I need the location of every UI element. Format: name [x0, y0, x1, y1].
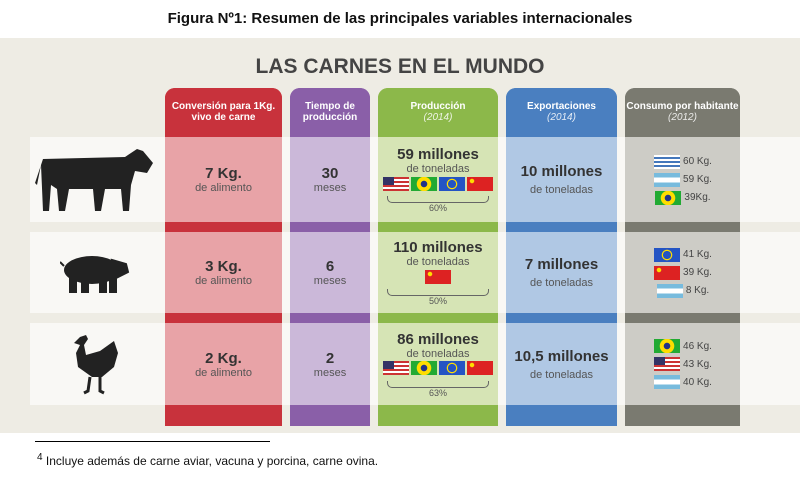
cell-bg [290, 232, 370, 313]
cow-icon [30, 137, 160, 222]
cell-exportaciones: 10,5 millones de toneladas [514, 347, 609, 381]
flag-ar-icon [656, 283, 683, 298]
cell-bg [290, 323, 370, 405]
cell-bg [165, 232, 282, 313]
brace [387, 196, 489, 203]
consumption-item: 39 Kg. [653, 265, 712, 280]
consumption-item: 41 Kg. [653, 247, 712, 262]
consumption-item: 43 Kg. [653, 357, 712, 371]
cell-bg [165, 323, 282, 405]
flag-br-icon [411, 176, 437, 191]
brace [387, 289, 489, 296]
header-tiempo: Tiempo de producción [290, 88, 370, 136]
flag-eu-icon [654, 247, 681, 262]
figure-title: Figura Nº1: Resumen de las principales v… [167, 10, 633, 27]
consumption-item: 8 Kg. [656, 283, 709, 298]
cell-bg [290, 137, 370, 222]
cell-exportaciones: 10 millones de toneladas [520, 163, 603, 196]
flag-cn-icon [425, 269, 451, 284]
cell-tiempo: 30 meses [313, 165, 347, 194]
cell-bg [625, 323, 740, 405]
flag-us-icon [383, 176, 409, 191]
consumption-item: 46 Kg. [653, 339, 712, 353]
cell-bg [506, 232, 617, 313]
header-consumo: Consumo por habitante (2012) [625, 88, 740, 136]
cell-bg [506, 137, 617, 222]
cell-exportaciones: 7 millones de toneladas [524, 256, 599, 289]
header-conversion: Conversión para 1Kg. vivo de carne [165, 88, 282, 136]
cell-conversion: 3 Kg. de alimento [195, 258, 252, 287]
footnote-text: Incluye además de carne aviar, vacuna y … [45, 454, 379, 468]
flag-us-icon [654, 357, 681, 371]
flag-cn-icon [654, 265, 681, 280]
pig-icon [30, 232, 160, 313]
infographic-title: LAS CARNES EN EL MUNDO [255, 55, 545, 78]
flag-br-icon [654, 339, 681, 353]
consumption-item: 60 Kg. [653, 154, 712, 169]
flag-eu-icon [439, 361, 465, 376]
flag-uy-icon [654, 154, 681, 169]
cell-tiempo: 2 meses [313, 349, 347, 379]
brace [387, 380, 489, 388]
cell-consumo: 41 Kg. 39 Kg. 8 Kg. [625, 232, 740, 313]
cell-bg [625, 137, 740, 222]
flag-us-icon [383, 361, 409, 376]
cell-consumo: 60 Kg. 59 Kg. 39Kg. [625, 137, 740, 222]
cell-produccion: 110 millones de toneladas 50% [378, 232, 498, 313]
flag-eu-icon [439, 176, 465, 191]
cell-bg [625, 232, 740, 313]
flag-br-icon [411, 361, 437, 376]
cell-tiempo: 6 meses [313, 258, 347, 287]
cell-produccion: 86 millones de toneladas 63% [378, 323, 498, 405]
cell-conversion: 7 Kg. de alimento [195, 165, 252, 194]
consumption-item: 59 Kg. [653, 172, 712, 187]
cell-produccion: 59 millones de toneladas 60% [378, 137, 498, 222]
cell-consumo: 46 Kg. 43 Kg. 40 Kg. [625, 323, 740, 405]
consumption-item: 39Kg. [654, 190, 711, 205]
cell-bg [506, 323, 617, 405]
footnote-mark: 4 [37, 452, 43, 463]
consumption-item: 40 Kg. [653, 375, 712, 389]
footnote-divider [35, 441, 270, 442]
cell-bg [165, 137, 282, 222]
chicken-icon [30, 323, 160, 405]
flag-cn-icon [467, 176, 493, 191]
flag-cn-icon [467, 361, 493, 376]
flag-ar-icon [654, 172, 681, 187]
cell-conversion: 2 Kg. de alimento [195, 349, 252, 379]
flag-br-icon [655, 190, 682, 205]
header-produccion: Producción (2014) [378, 88, 498, 136]
footnote: 4 Incluye además de carne aviar, vacuna … [37, 452, 378, 468]
flag-ar-icon [654, 375, 681, 389]
header-exportaciones: Exportaciones (2014) [506, 88, 617, 136]
